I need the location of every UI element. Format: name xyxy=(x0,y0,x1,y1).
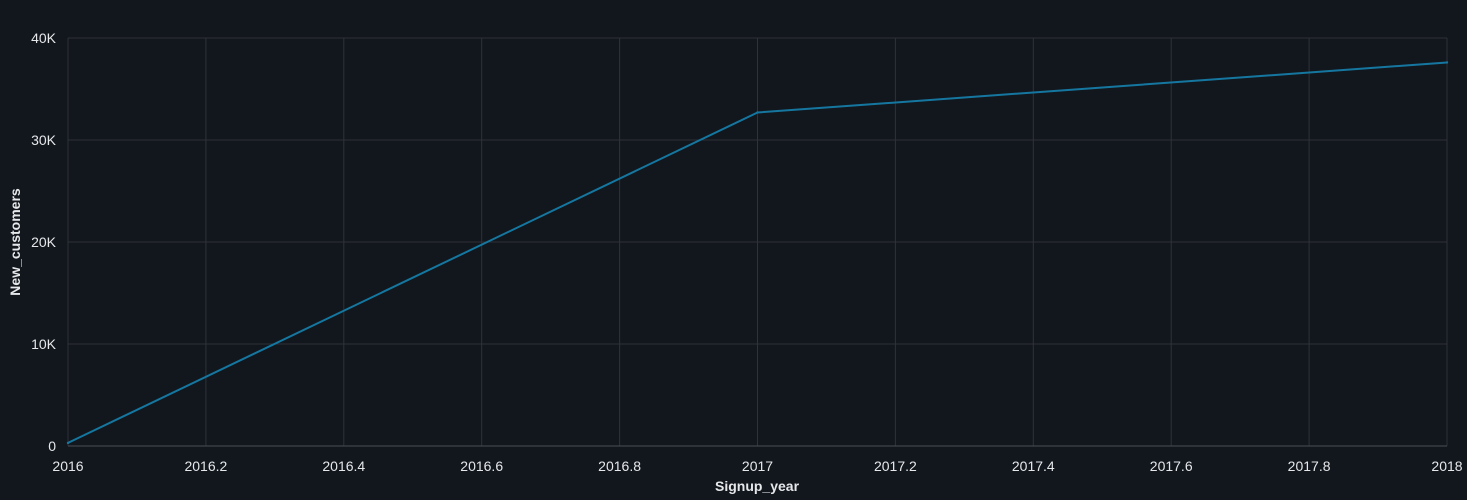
y-tick-label: 20K xyxy=(31,234,57,250)
x-axis-title: Signup_year xyxy=(715,478,800,494)
x-tick-label: 2018 xyxy=(1431,458,1462,474)
y-grid xyxy=(68,37,1447,345)
x-tick-label: 2016 xyxy=(52,458,83,474)
y-tick-label: 30K xyxy=(31,132,57,148)
y-axis-title: New_customers xyxy=(7,188,23,296)
x-tick-label: 2017.8 xyxy=(1288,458,1331,474)
data-point[interactable] xyxy=(756,111,759,114)
x-tick-label: 2016.4 xyxy=(322,458,365,474)
y-tick-label: 0 xyxy=(48,438,56,454)
x-tick-labels: 2016 2016.2 2016.4 2016.6 2016.8 2017 2017.2 20… xyxy=(52,458,1462,474)
y-tick-labels: 0 10K 20K 30K 40K xyxy=(31,30,57,454)
x-tick-label: 2017 xyxy=(742,458,773,474)
data-point[interactable] xyxy=(1445,61,1449,64)
x-tick-label: 2016.8 xyxy=(598,458,641,474)
x-tick-label: 2016.2 xyxy=(184,458,227,474)
x-tick-label: 2017.2 xyxy=(874,458,917,474)
y-tick-label: 40K xyxy=(31,30,57,46)
x-tick-label: 2017.4 xyxy=(1012,458,1055,474)
data-point[interactable] xyxy=(66,441,70,445)
x-tick-label: 2017.6 xyxy=(1150,458,1193,474)
x-tick-label: 2016.6 xyxy=(460,458,503,474)
series-group xyxy=(66,61,1449,445)
y-tick-label: 10K xyxy=(31,336,57,352)
